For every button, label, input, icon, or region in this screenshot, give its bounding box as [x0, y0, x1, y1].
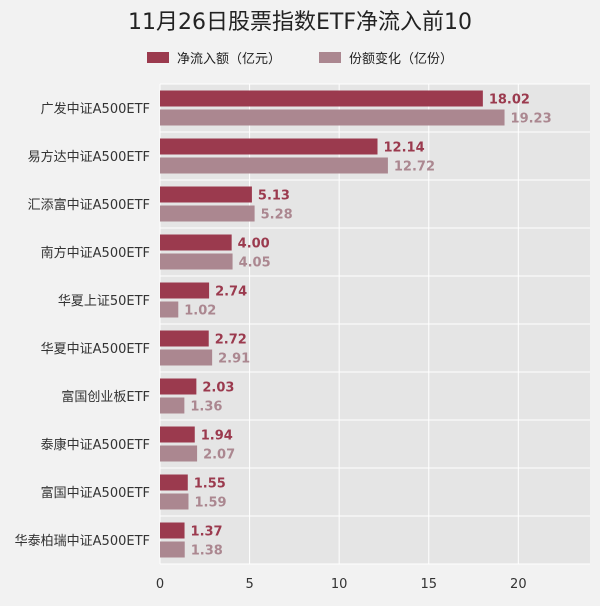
- bar-share-change: [160, 493, 189, 510]
- legend-label-share-change: 份额变化（亿份）: [349, 52, 454, 67]
- legend-item-share-change: 份额变化（亿份）: [319, 48, 453, 67]
- bar-share-change: [160, 205, 255, 222]
- legend-swatch-share-change: [319, 52, 341, 63]
- x-tick-label: 20: [510, 577, 527, 592]
- legend-label-net-inflow: 净流入额（亿元）: [176, 52, 281, 67]
- data-label-net-inflow: 2.74: [215, 285, 247, 300]
- bar-net-inflow: [160, 426, 195, 443]
- data-label-net-inflow: 1.37: [191, 525, 223, 540]
- bar-share-change: [160, 349, 213, 366]
- data-label-net-inflow: 5.13: [258, 189, 290, 204]
- data-label-share-change: 4.05: [239, 256, 271, 271]
- x-tick-label: 15: [420, 577, 437, 592]
- data-label-share-change: 1.36: [190, 400, 222, 415]
- chart-title: 11月26日股票指数ETF净流入前10: [128, 10, 472, 35]
- bar-net-inflow: [160, 522, 185, 539]
- data-label-net-inflow: 12.14: [384, 141, 425, 156]
- data-label-net-inflow: 18.02: [489, 93, 530, 108]
- bar-share-change: [160, 253, 233, 270]
- bar-net-inflow: [160, 186, 252, 203]
- x-tick-label: 5: [245, 577, 253, 592]
- data-label-share-change: 1.38: [191, 544, 223, 559]
- category-label: 南方中证A500ETF: [41, 245, 150, 261]
- x-tick-label: 0: [156, 577, 164, 592]
- legend: 净流入额（亿元） 份额变化（亿份）: [0, 48, 600, 67]
- category-label: 广发中证A500ETF: [41, 101, 150, 117]
- category-label: 汇添富中证A500ETF: [28, 197, 150, 213]
- data-label-share-change: 1.59: [194, 496, 226, 511]
- bar-net-inflow: [160, 282, 210, 299]
- data-label-net-inflow: 2.72: [215, 333, 247, 348]
- data-label-share-change: 19.23: [511, 112, 552, 127]
- category-label: 华夏上证50ETF: [58, 294, 150, 309]
- bar-share-change: [160, 541, 185, 558]
- bar-share-change: [160, 157, 388, 174]
- bar-net-inflow: [160, 378, 197, 395]
- bar-net-inflow: [160, 330, 209, 347]
- bar-net-inflow: [160, 138, 378, 155]
- bar-net-inflow: [160, 90, 483, 107]
- data-label-share-change: 12.72: [394, 160, 435, 175]
- legend-swatch-net-inflow: [146, 52, 169, 63]
- data-label-share-change: 2.07: [203, 448, 235, 463]
- category-label: 富国中证A500ETF: [41, 485, 150, 501]
- bar-net-inflow: [160, 474, 188, 491]
- data-label-share-change: 2.91: [218, 352, 250, 367]
- bar-share-change: [160, 109, 505, 126]
- category-label: 华夏中证A500ETF: [41, 342, 150, 357]
- data-label-share-change: 5.28: [261, 208, 293, 223]
- bar-share-change: [160, 397, 185, 414]
- data-label-net-inflow: 1.55: [194, 477, 226, 492]
- bar-net-inflow: [160, 234, 232, 251]
- data-label-share-change: 1.02: [184, 304, 216, 319]
- category-label: 泰康中证A500ETF: [41, 437, 150, 453]
- x-tick-label: 10: [331, 577, 348, 592]
- bar-share-change: [160, 445, 198, 462]
- data-label-net-inflow: 1.94: [201, 429, 233, 444]
- data-label-net-inflow: 4.00: [238, 237, 270, 252]
- data-label-net-inflow: 2.03: [202, 381, 234, 396]
- category-label: 易方达中证A500ETF: [28, 149, 150, 165]
- legend-item-net-inflow: 净流入额（亿元）: [146, 48, 281, 67]
- category-label: 华泰柏瑞中证A500ETF: [15, 534, 150, 549]
- category-label: 富国创业板ETF: [61, 389, 150, 405]
- bar-share-change: [160, 301, 179, 318]
